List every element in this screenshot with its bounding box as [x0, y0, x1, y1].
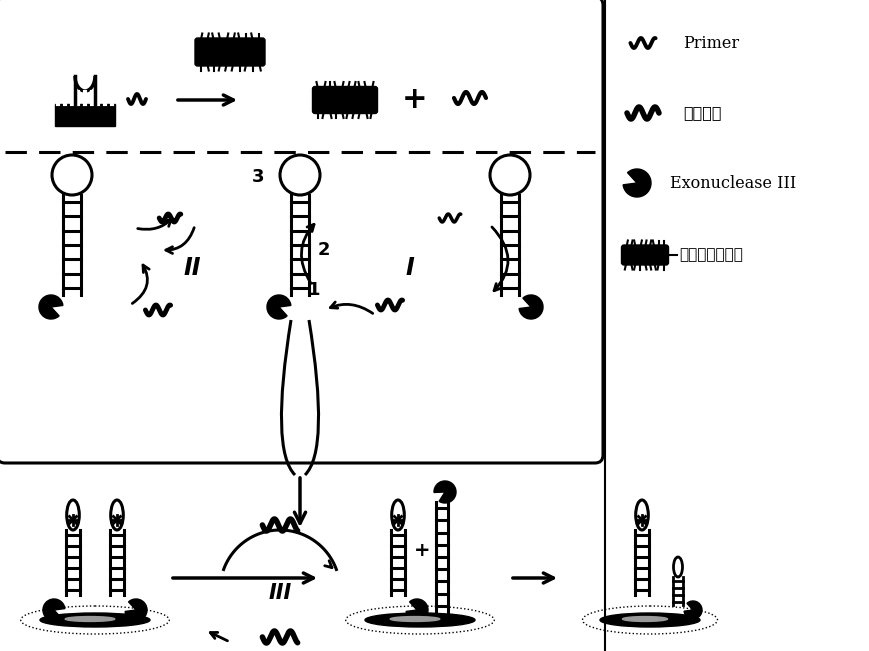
- Wedge shape: [39, 295, 63, 319]
- Wedge shape: [434, 481, 455, 503]
- Text: Primer: Primer: [682, 35, 739, 51]
- Ellipse shape: [40, 613, 149, 627]
- FancyBboxPatch shape: [195, 38, 265, 66]
- Ellipse shape: [600, 613, 700, 627]
- Text: 鼠伤寒沙门氏菌: 鼠伤寒沙门氏菌: [678, 247, 742, 262]
- Text: 1: 1: [308, 281, 320, 299]
- Ellipse shape: [365, 613, 474, 627]
- FancyBboxPatch shape: [620, 245, 667, 265]
- Wedge shape: [43, 599, 65, 621]
- Text: 2: 2: [318, 241, 330, 259]
- Wedge shape: [683, 601, 701, 619]
- Text: I: I: [405, 256, 414, 280]
- Text: Exonuclease III: Exonuclease III: [669, 174, 795, 191]
- Wedge shape: [267, 295, 290, 319]
- FancyBboxPatch shape: [0, 0, 602, 463]
- FancyBboxPatch shape: [312, 87, 377, 113]
- Text: +: +: [414, 540, 430, 559]
- Ellipse shape: [390, 616, 439, 622]
- Ellipse shape: [65, 616, 115, 622]
- Wedge shape: [125, 599, 147, 621]
- Text: II: II: [183, 256, 201, 280]
- Wedge shape: [519, 295, 542, 319]
- Wedge shape: [406, 599, 428, 621]
- Text: 3: 3: [251, 168, 264, 186]
- Text: 二次目标: 二次目标: [682, 105, 720, 120]
- FancyBboxPatch shape: [55, 104, 115, 126]
- Text: +: +: [401, 85, 428, 115]
- Ellipse shape: [622, 616, 667, 622]
- Text: III: III: [268, 583, 291, 603]
- Wedge shape: [622, 169, 650, 197]
